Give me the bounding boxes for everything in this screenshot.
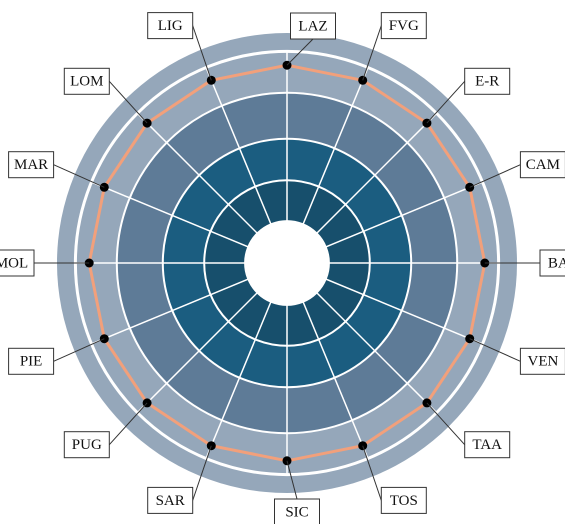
callout-line-sic — [286, 460, 298, 500]
grid-spoke — [286, 67, 369, 264]
axis-label-box — [147, 12, 194, 40]
axis-label-box — [380, 486, 427, 514]
axis-label-text: PIE — [20, 354, 43, 370]
axis-label-text: TOS — [390, 493, 418, 509]
axis-label-mar: MAR — [8, 151, 55, 179]
grid-spoke — [136, 262, 288, 414]
axis-label-mol: MOL — [0, 249, 35, 277]
axis-label-text: MOL — [0, 255, 28, 271]
axis-label-text: PUG — [72, 437, 102, 453]
axis-label-e-r: E-R — [464, 67, 511, 95]
axis-label-tos: TOS — [380, 486, 427, 514]
axis-label-text: SIC — [285, 504, 308, 520]
axis-label-box — [0, 249, 35, 277]
radar-axis-labels: LAZ FVG E-R CAM BAS VEN TAA TOS SIC SAR PUG PIE MOL M… — [0, 12, 565, 524]
axis-label-box — [147, 486, 194, 514]
axis-label-sic: SIC — [274, 498, 320, 524]
axis-label-text: MAR — [14, 157, 48, 173]
grid-spoke — [205, 67, 288, 264]
grid-spoke — [286, 112, 438, 264]
axis-label-fvg: FVG — [380, 12, 427, 40]
grid-spoke — [286, 262, 483, 345]
grid-spoke — [286, 262, 369, 459]
axis-label-box — [464, 431, 511, 459]
callout-line-mar — [53, 164, 105, 188]
callout-line-tos — [362, 445, 382, 501]
axis-label-box — [63, 67, 110, 95]
callout-line-ven — [469, 338, 521, 362]
axis-label-text: LOM — [70, 74, 103, 90]
grid-spoke — [286, 262, 438, 414]
axis-label-text: VEN — [527, 354, 558, 370]
callout-line-pug — [108, 402, 148, 446]
callout-line-pie — [53, 338, 105, 362]
axis-label-text: LIG — [158, 18, 183, 34]
axis-label-pug: PUG — [63, 431, 110, 459]
callout-line-fvg — [362, 25, 382, 81]
callout-line-laz — [286, 38, 314, 66]
grid-spoke — [91, 262, 288, 345]
axis-label-bas: BAS — [539, 249, 565, 277]
axis-label-text: FVG — [389, 18, 419, 34]
grid-spoke — [91, 181, 288, 264]
axis-label-box — [519, 151, 565, 179]
axis-label-cam: CAM — [519, 151, 565, 179]
axis-label-text: TAA — [472, 437, 502, 453]
axis-label-text: SAR — [156, 493, 185, 509]
axis-label-box — [519, 347, 565, 375]
radar-grid — [73, 49, 501, 477]
axis-label-box — [290, 12, 336, 40]
grid-spoke — [136, 112, 288, 264]
axis-label-box — [63, 431, 110, 459]
callout-line-sar — [192, 445, 212, 501]
callout-line-cam — [469, 164, 521, 188]
callout-line-lig — [192, 25, 212, 81]
grid-spoke — [205, 262, 288, 459]
axis-label-sar: SAR — [147, 486, 194, 514]
callout-line-taa — [426, 402, 466, 446]
axis-label-box — [8, 347, 55, 375]
axis-label-text: BAS — [548, 255, 565, 271]
axis-label-box — [274, 498, 320, 524]
axis-label-taa: TAA — [464, 431, 511, 459]
axis-label-box — [8, 151, 55, 179]
axis-label-text: CAM — [526, 157, 560, 173]
grid-spoke — [286, 181, 483, 264]
axis-label-text: LAZ — [298, 18, 327, 34]
axis-label-lom: LOM — [63, 67, 110, 95]
axis-label-box — [539, 249, 565, 277]
axis-label-pie: PIE — [8, 347, 55, 375]
axis-label-box — [380, 12, 427, 40]
callout-line-e-r — [426, 80, 466, 124]
axis-label-laz: LAZ — [290, 12, 336, 40]
axis-label-box — [464, 67, 511, 95]
axis-label-text: E-R — [475, 74, 499, 90]
axis-label-ven: VEN — [519, 347, 565, 375]
axis-label-lig: LIG — [147, 12, 194, 40]
callout-line-lom — [108, 80, 148, 124]
